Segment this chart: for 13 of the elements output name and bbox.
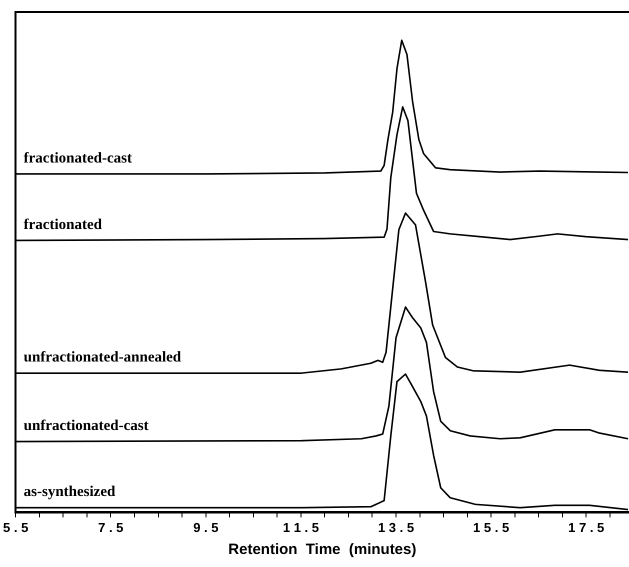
x-tick-label: 1 3 . 5 — [378, 520, 414, 535]
x-tick-label: 7 . 5 — [98, 520, 124, 535]
series-label: fractionated — [24, 216, 103, 233]
x-axis-title: Retention Time (minutes) — [228, 541, 416, 558]
x-tick-label: 1 7 . 5 — [568, 520, 604, 535]
x-tick-label: 1 1 . 5 — [282, 520, 319, 535]
x-tick-label: 9 . 5 — [193, 520, 218, 535]
x-tick-label: 5 . 5 — [3, 520, 28, 535]
series-label: as-synthesized — [24, 484, 116, 500]
x-tick-label: 1 5 . 5 — [473, 520, 510, 535]
series-label: fractionated-cast — [24, 150, 132, 166]
series-label: unfractionated-cast — [24, 418, 149, 434]
series-label: unfractionated-annealed — [24, 350, 182, 366]
